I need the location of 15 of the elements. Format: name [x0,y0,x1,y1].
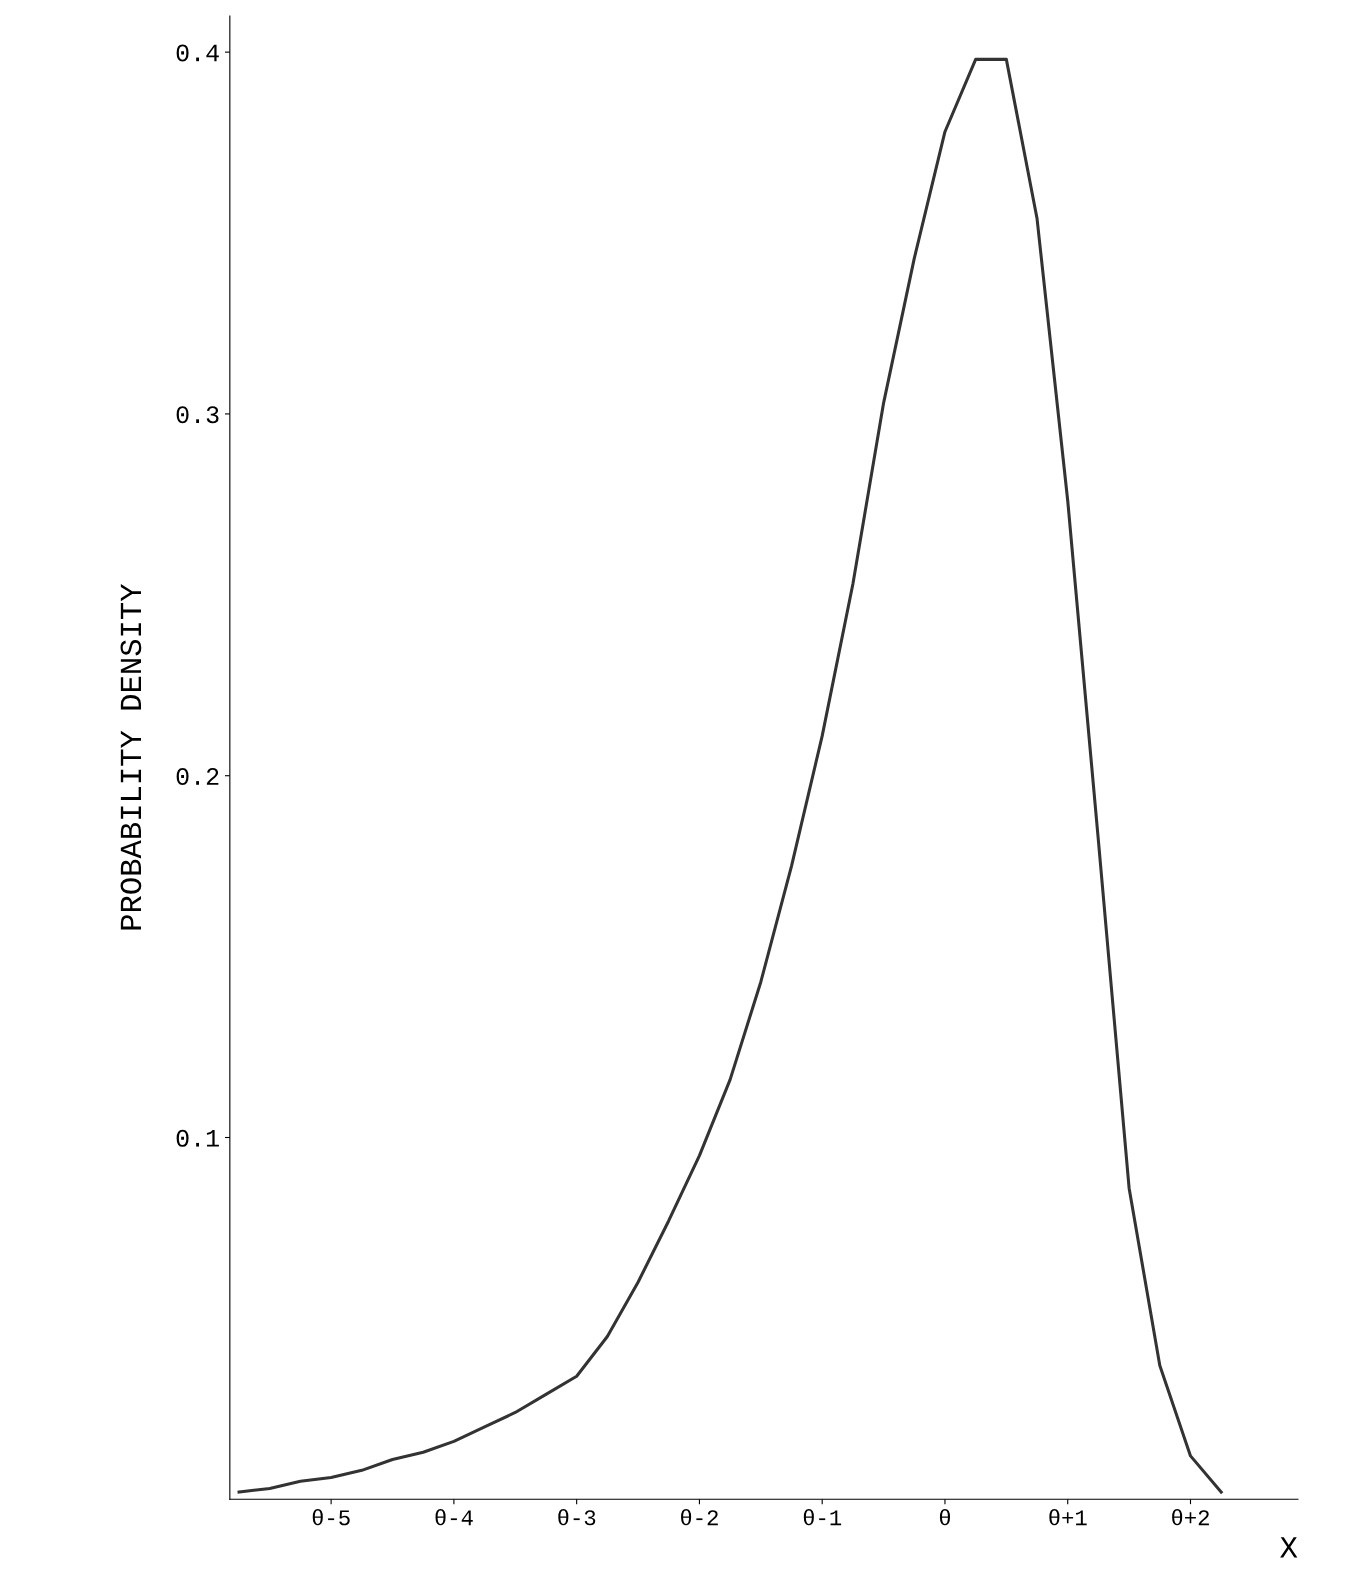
y-tick-label: 0.2 [176,768,219,786]
x-tick-label: θ+1 [1049,1509,1087,1526]
x-tick-label: θ-5 [312,1509,350,1526]
x-axis-title: X [1280,1537,1298,1558]
x-tick-label: θ+2 [1172,1509,1209,1526]
x-tick-label: θ-3 [558,1509,596,1526]
y-tick-label: 0.4 [176,44,219,62]
line-series [237,57,1223,1494]
x-tick-label: θ [939,1509,950,1526]
y-tick-label: 0.3 [176,406,219,424]
x-tick-label: θ-1 [803,1509,842,1526]
x-tick-label: θ-2 [681,1509,718,1526]
y-axis-title: PROBABILITY DENSITY [120,584,142,930]
x-tick-label: θ-4 [435,1509,473,1526]
y-tick-label: 0.1 [176,1129,219,1147]
